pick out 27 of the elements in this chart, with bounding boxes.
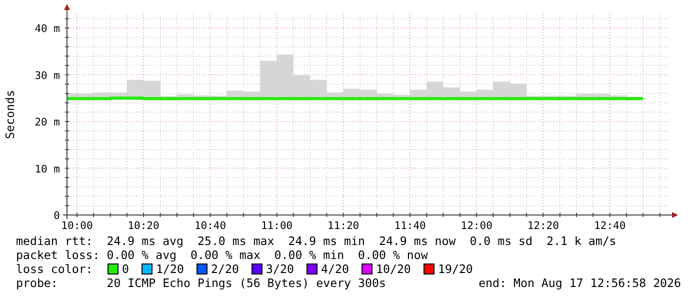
y-tick-label: 10 m [34, 163, 60, 176]
x-tick-label: 12:40 [594, 220, 626, 232]
y-axis-title: Seconds [3, 90, 17, 139]
text: packet loss: 0.00 % avg 0.00 % max 0.00 % min 0.00 % now [16, 248, 428, 262]
y-tick-label: 0 [54, 210, 60, 222]
legend-label: 0 [122, 262, 129, 276]
y-tick-label: 30 m [34, 70, 60, 82]
text: median rtt: 24.9 ms avg 25.0 ms max 24.9 ms min 24.9 ms now 0.0 ms sd 2.1 k am/s [16, 234, 616, 248]
legend-label: 3/20 [266, 262, 294, 276]
legend-label: 10/20 [376, 262, 411, 276]
x-tick-label: 10:20 [128, 220, 160, 232]
text: probe: 20 ICMP Echo Pings (56 Bytes) every 300s [16, 276, 386, 290]
y-tick-label: 40 m [34, 23, 60, 36]
legend-label: 19/20 [438, 262, 473, 276]
legend-label: 1/20 [156, 262, 184, 276]
legend-title: loss color: [16, 262, 93, 276]
x-tick-label: 12:20 [527, 220, 559, 232]
text: end: Mon Aug 17 12:56:58 2026 [478, 276, 682, 290]
legend-label: 4/20 [321, 262, 349, 276]
x-tick-label: 11:00 [260, 220, 293, 232]
y-tick-label: 20 m [34, 116, 60, 129]
x-tick-label: 11:40 [394, 220, 426, 232]
x-tick-label: 10:00 [61, 220, 93, 232]
legend-label: 2/20 [211, 262, 239, 276]
x-tick-label: 10:40 [194, 220, 226, 232]
x-tick-label: 11:20 [328, 220, 360, 232]
x-tick-label: 12:00 [460, 220, 492, 232]
